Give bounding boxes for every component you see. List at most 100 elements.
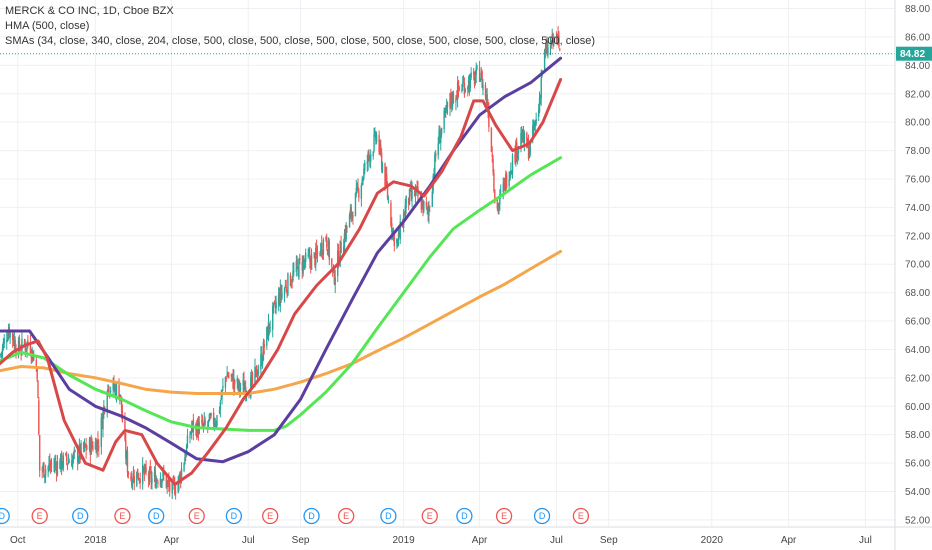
candle-body	[461, 89, 463, 92]
candle-body	[139, 478, 141, 483]
candle-body	[226, 374, 228, 377]
candle-body	[480, 72, 482, 78]
event-dividend[interactable]: D	[148, 507, 165, 525]
candle-body	[186, 435, 189, 448]
price-tick-label: 74.00	[905, 203, 930, 214]
candle-body	[125, 440, 127, 459]
event-earnings[interactable]: E	[188, 507, 205, 525]
event-earnings[interactable]: E	[572, 507, 590, 525]
candle-body	[112, 380, 114, 390]
candle-body	[374, 131, 376, 134]
candle-body	[114, 386, 116, 390]
candle-body	[334, 277, 336, 285]
candle-body	[434, 154, 436, 178]
candle-body	[237, 380, 239, 388]
candle-body	[233, 377, 235, 389]
candle-body	[283, 288, 286, 296]
event-dividend[interactable]: D	[303, 507, 320, 525]
candle-body	[360, 185, 363, 199]
price-tick-label: 64.00	[905, 345, 930, 356]
candle-body	[528, 152, 531, 158]
event-label: D	[461, 511, 468, 521]
candle-body	[154, 470, 157, 488]
candle-body	[261, 352, 263, 365]
event-earnings[interactable]: E	[495, 507, 513, 525]
candle-body	[225, 378, 227, 380]
event-label: D	[153, 511, 160, 521]
candle-body	[463, 83, 466, 95]
candle-body	[362, 178, 364, 181]
candle-body	[358, 191, 360, 198]
candle-body	[355, 187, 358, 195]
event-dividend[interactable]: D	[380, 507, 397, 525]
event-earnings[interactable]: E	[421, 507, 438, 525]
price-tick-label: 86.00	[905, 32, 930, 43]
event-dividend[interactable]: D	[225, 507, 243, 525]
event-earnings[interactable]: E	[31, 507, 48, 525]
candle-body	[219, 402, 222, 409]
event-dividend[interactable]: D	[0, 507, 10, 525]
candle-body	[369, 154, 372, 162]
candle-body	[7, 329, 10, 339]
event-dividend[interactable]: D	[72, 507, 89, 525]
candle-body	[462, 82, 465, 84]
candle-body	[48, 463, 50, 467]
candle-body	[161, 479, 163, 483]
candle-body	[190, 432, 192, 434]
candle-body	[331, 258, 333, 267]
candle-body	[391, 223, 393, 232]
candle-body	[251, 373, 254, 383]
candle-body	[167, 479, 169, 482]
event-label: E	[578, 511, 584, 521]
candle-body	[163, 472, 165, 477]
candle-body	[320, 243, 322, 254]
candle-body	[476, 66, 478, 68]
event-circle	[456, 507, 473, 525]
event-label: E	[343, 511, 349, 521]
candle-body	[280, 287, 282, 296]
event-dividend[interactable]: D	[456, 507, 473, 525]
candle-body	[289, 275, 292, 287]
event-label: D	[231, 511, 238, 521]
candle-body	[54, 461, 56, 467]
candle-body	[23, 341, 26, 345]
candle-body	[416, 185, 418, 188]
event-circle	[188, 507, 205, 525]
candle-body	[526, 132, 528, 149]
event-earnings[interactable]: E	[338, 507, 355, 525]
candle-body	[421, 201, 423, 209]
event-earnings[interactable]: E	[114, 507, 131, 525]
candle-body	[255, 367, 257, 370]
candle-body	[60, 452, 63, 469]
candle-body	[171, 480, 173, 494]
candle-body	[38, 400, 40, 435]
candle-body	[414, 189, 417, 196]
candle-body	[419, 195, 422, 197]
candle-body	[29, 342, 32, 353]
time-tick-label: Jul	[859, 535, 872, 546]
candle-body	[55, 465, 58, 474]
candle-body	[67, 461, 70, 464]
event-label: D	[0, 511, 5, 521]
event-circle	[72, 507, 89, 525]
event-circle	[338, 507, 355, 525]
last-price-badge	[896, 46, 932, 61]
price-tick-label: 72.00	[905, 231, 930, 242]
price-tick-label: 58.00	[905, 430, 930, 441]
candle-body	[433, 175, 435, 179]
candle-body	[268, 323, 271, 330]
candle-body	[215, 423, 217, 426]
candle-body	[145, 467, 147, 473]
event-earnings[interactable]: E	[262, 507, 279, 525]
candle-body	[313, 252, 315, 254]
candle-body	[348, 214, 351, 228]
candle-body	[49, 460, 51, 468]
event-dividend[interactable]: D	[533, 507, 551, 525]
candle-body	[366, 161, 368, 164]
candle-body	[422, 199, 424, 213]
candle-body	[202, 423, 205, 427]
